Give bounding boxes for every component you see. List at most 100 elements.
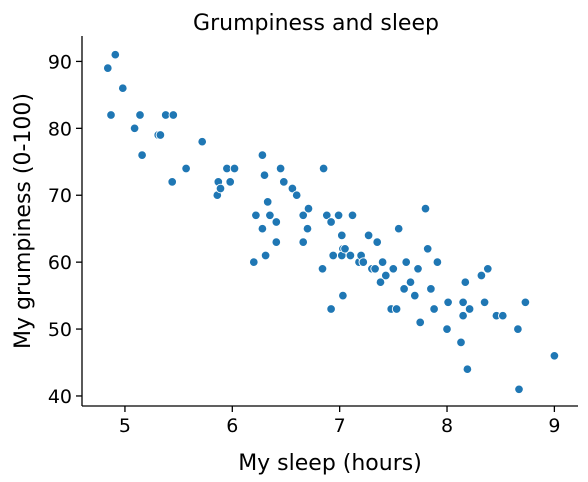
x-tick-label: 7 bbox=[334, 415, 346, 437]
data-point-22 bbox=[257, 150, 268, 160]
data-point-66 bbox=[399, 284, 409, 294]
data-point-5 bbox=[135, 110, 145, 120]
data-point-91 bbox=[514, 384, 524, 395]
data-point-49 bbox=[340, 244, 350, 254]
data-point-19 bbox=[229, 163, 240, 174]
data-point-85 bbox=[476, 270, 487, 281]
data-point-30 bbox=[275, 163, 286, 174]
data-point-12 bbox=[181, 163, 191, 174]
data-point-32 bbox=[287, 183, 298, 194]
data-point-1 bbox=[110, 49, 121, 60]
data-point-84 bbox=[464, 304, 475, 314]
data-point-36 bbox=[302, 223, 313, 234]
y-tick-label: 40 bbox=[48, 386, 72, 408]
data-point-24 bbox=[257, 223, 268, 234]
data-point-71 bbox=[415, 317, 425, 328]
data-point-18 bbox=[225, 177, 235, 187]
data-point-60 bbox=[377, 257, 388, 267]
data-point-39 bbox=[317, 264, 328, 274]
data-point-61 bbox=[381, 270, 391, 281]
data-point-87 bbox=[483, 264, 493, 274]
data-point-29 bbox=[271, 217, 282, 227]
data-point-41 bbox=[326, 217, 336, 227]
data-point-72 bbox=[420, 203, 431, 214]
data-point-77 bbox=[442, 324, 452, 334]
data-point-40 bbox=[322, 210, 332, 221]
data-point-65 bbox=[393, 223, 404, 234]
x-axis-ticks: 5 6 7 8 9 bbox=[119, 406, 560, 437]
y-axis-label: My grumpiness (0-100) bbox=[11, 93, 36, 349]
data-point-69 bbox=[410, 290, 420, 301]
data-point-10 bbox=[168, 110, 179, 120]
data-point-92 bbox=[520, 297, 531, 308]
data-point-81 bbox=[458, 310, 468, 321]
chart-title: Grumpiness and sleep bbox=[193, 11, 439, 36]
data-point-86 bbox=[479, 297, 490, 308]
data-point-20 bbox=[249, 257, 259, 267]
y-tick-label: 50 bbox=[48, 319, 72, 341]
data-point-93 bbox=[549, 351, 560, 361]
data-point-33 bbox=[291, 190, 302, 200]
data-point-0 bbox=[103, 63, 113, 73]
data-point-11 bbox=[167, 177, 177, 187]
data-point-34 bbox=[298, 210, 308, 221]
data-point-27 bbox=[265, 210, 275, 221]
data-point-31 bbox=[279, 177, 289, 187]
data-point-54 bbox=[358, 257, 369, 267]
data-point-45 bbox=[337, 230, 347, 241]
x-tick-label: 6 bbox=[226, 415, 238, 437]
data-point-26 bbox=[262, 197, 273, 207]
data-point-57 bbox=[370, 264, 380, 274]
data-point-28 bbox=[271, 237, 282, 247]
y-tick-label: 70 bbox=[48, 185, 72, 207]
data-point-58 bbox=[372, 237, 382, 247]
x-tick-label: 5 bbox=[119, 415, 131, 437]
data-point-51 bbox=[347, 210, 358, 221]
data-point-16 bbox=[215, 183, 226, 194]
data-point-90 bbox=[513, 324, 523, 334]
x-tick-label: 8 bbox=[441, 415, 453, 437]
y-axis-ticks: 40 50 60 70 80 90 bbox=[48, 51, 82, 408]
data-points bbox=[103, 49, 560, 395]
y-tick-label: 60 bbox=[48, 252, 72, 274]
data-point-13 bbox=[197, 136, 207, 147]
data-point-6 bbox=[137, 150, 147, 160]
data-point-55 bbox=[363, 230, 374, 241]
data-point-59 bbox=[375, 277, 386, 287]
data-point-73 bbox=[422, 244, 433, 254]
data-point-43 bbox=[328, 250, 338, 261]
data-point-38 bbox=[318, 163, 329, 174]
x-axis-label: My sleep (hours) bbox=[238, 451, 422, 476]
data-point-70 bbox=[413, 264, 423, 274]
data-point-50 bbox=[345, 250, 356, 261]
data-point-82 bbox=[460, 277, 471, 287]
data-point-74 bbox=[426, 284, 436, 294]
y-tick-label: 90 bbox=[48, 51, 72, 73]
data-point-78 bbox=[443, 297, 453, 308]
data-point-35 bbox=[298, 237, 308, 247]
data-point-21 bbox=[251, 210, 261, 221]
data-point-89 bbox=[498, 310, 508, 321]
data-point-68 bbox=[405, 277, 416, 287]
data-point-63 bbox=[388, 264, 399, 274]
data-point-75 bbox=[429, 304, 439, 314]
data-point-44 bbox=[333, 210, 344, 221]
data-point-42 bbox=[326, 304, 336, 314]
data-point-25 bbox=[260, 250, 271, 261]
data-point-2 bbox=[118, 83, 128, 93]
y-tick-label: 80 bbox=[48, 118, 72, 140]
data-point-83 bbox=[462, 364, 473, 374]
data-point-3 bbox=[106, 110, 116, 120]
data-point-64 bbox=[391, 304, 402, 314]
data-point-37 bbox=[303, 203, 314, 214]
data-point-8 bbox=[155, 130, 166, 140]
data-point-4 bbox=[129, 123, 140, 134]
data-point-80 bbox=[458, 297, 468, 308]
data-point-48 bbox=[338, 290, 348, 301]
data-point-67 bbox=[401, 257, 411, 267]
data-point-76 bbox=[432, 257, 443, 267]
data-point-23 bbox=[259, 170, 270, 180]
data-point-79 bbox=[456, 337, 466, 348]
x-tick-label: 9 bbox=[548, 415, 560, 437]
